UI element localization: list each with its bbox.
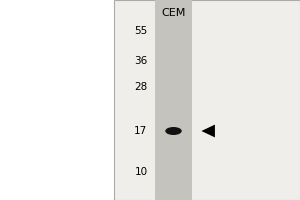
- Text: 36: 36: [134, 56, 148, 66]
- Bar: [114, 0, 300, 200]
- Ellipse shape: [165, 127, 182, 135]
- Text: 28: 28: [134, 82, 148, 92]
- Text: 55: 55: [134, 26, 148, 36]
- Bar: [155, 0, 192, 200]
- Text: CEM: CEM: [161, 8, 186, 18]
- Polygon shape: [201, 125, 215, 137]
- Text: 17: 17: [134, 126, 148, 136]
- Text: 10: 10: [134, 167, 148, 177]
